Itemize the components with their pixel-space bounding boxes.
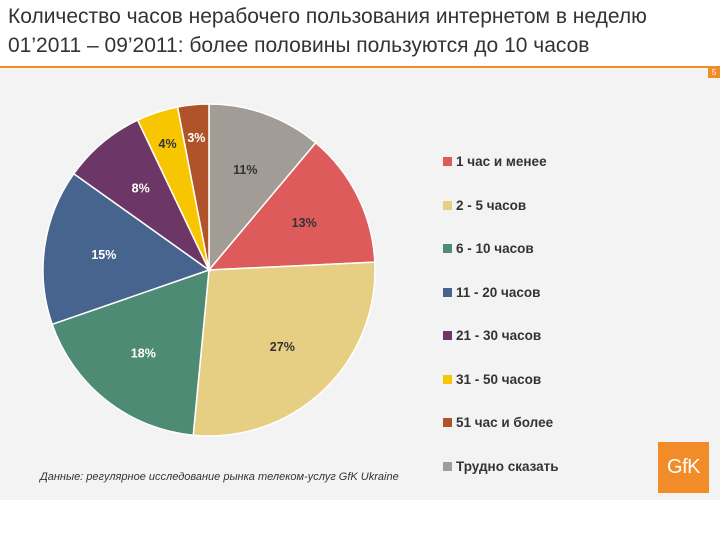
data-label-2-5-часов: 27% — [270, 340, 295, 354]
legend-swatch — [443, 287, 452, 297]
legend-swatch — [443, 418, 452, 428]
legend-item-1-час-и-менее: 1 час и менее — [443, 140, 559, 184]
legend-label: 2 - 5 часов — [456, 197, 527, 213]
legend-label: 11 - 20 часов — [456, 284, 541, 300]
legend-label: 1 час и менее — [456, 154, 547, 170]
data-label-21-30-часов: 8% — [132, 182, 150, 196]
data-source-note: Данные: регулярное исследование рынка те… — [40, 471, 399, 483]
chart-legend: 1 час и менее 2 - 5 часов 6 - 10 часов 11 -… — [443, 140, 559, 488]
legend-swatch — [443, 244, 452, 254]
gfk-logo: GfK — [658, 442, 709, 493]
legend-item-11-20-часов: 11 - 20 часов — [443, 271, 559, 315]
legend-item-трудно-сказать: Трудно сказать — [443, 445, 559, 489]
title-line-2: 01’2011 – 09’2011: более половины пользу… — [8, 34, 590, 57]
pie-chart: 11% 13% 27% 18% 15% 8% 4% 3% — [42, 103, 376, 437]
legend-label: 51 час и более — [456, 415, 554, 431]
legend-swatch — [443, 461, 452, 471]
legend-swatch — [443, 157, 452, 167]
legend-swatch — [443, 331, 452, 341]
pie-slice-трудно-сказать — [208, 103, 317, 273]
legend-item-2-5-часов: 2 - 5 часов — [443, 184, 559, 228]
data-label-31-50-часов: 4% — [159, 137, 177, 151]
data-label-1-час-и-менее: 13% — [292, 216, 317, 230]
legend-label: Трудно сказать — [456, 458, 559, 474]
data-label-трудно-сказать: 11% — [233, 163, 257, 177]
data-label-51-час-и-более: 3% — [187, 131, 205, 145]
pie-slice-51-час-и-более — [176, 103, 210, 271]
legend-item-6-10-часов: 6 - 10 часов — [443, 227, 559, 271]
legend-swatch — [443, 200, 452, 210]
data-label-11-20-часов: 15% — [91, 248, 116, 262]
pie-slice-2-5-часов — [192, 261, 376, 437]
legend-swatch — [443, 374, 452, 384]
legend-item-21-30-часов: 21 - 30 часов — [443, 314, 559, 358]
data-label-6-10-часов: 18% — [131, 347, 156, 361]
legend-item-51-час-и-более: 51 час и более — [443, 401, 559, 445]
legend-label: 21 - 30 часов — [456, 328, 542, 344]
legend-label: 31 - 50 часов — [456, 371, 542, 387]
pie-slice-1-час-и-менее — [207, 141, 376, 271]
page-number: 5 — [708, 68, 720, 78]
page-title: Количество часов нерабочего пользования … — [8, 2, 708, 60]
title-line-1: Количество часов нерабочего пользования … — [8, 5, 647, 28]
legend-item-31-50-часов: 31 - 50 часов — [443, 358, 559, 402]
pie-slice-11-20-часов — [42, 172, 211, 326]
title-divider — [0, 66, 720, 68]
legend-label: 6 - 10 часов — [456, 241, 534, 257]
